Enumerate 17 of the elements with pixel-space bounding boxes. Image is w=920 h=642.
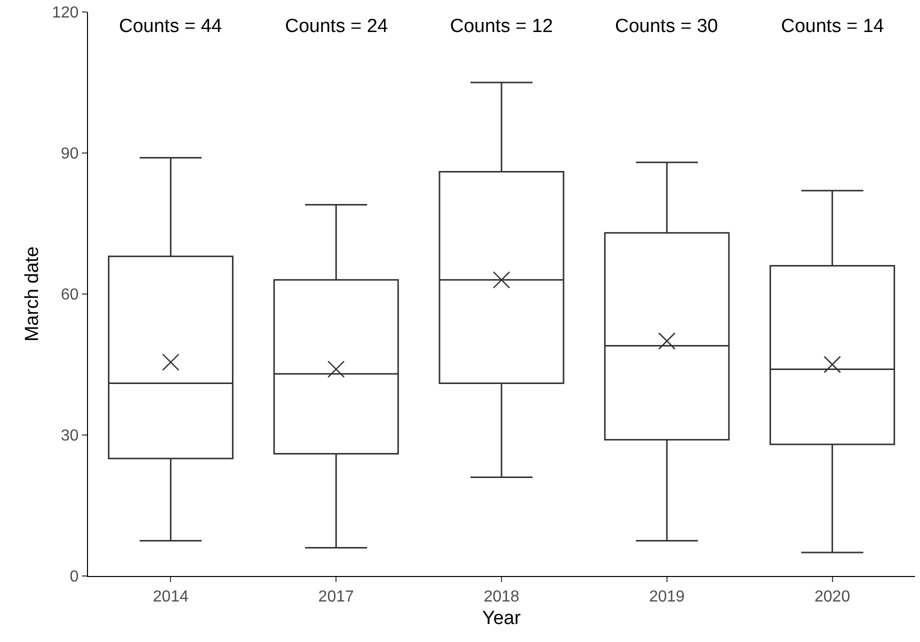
y-tick-label: 120 [52, 4, 79, 22]
y-tick-label: 60 [60, 286, 79, 304]
annotation: Counts = 14 [781, 16, 884, 37]
y-tick-label: 30 [60, 428, 79, 445]
annotation: Counts = 12 [450, 16, 553, 37]
x-axis-title: Year [482, 608, 522, 630]
x-tick-label: 2019 [649, 588, 685, 606]
x-tick-label: 2017 [318, 588, 354, 606]
y-tick-label: 90 [60, 146, 79, 163]
x-tick-label: 2014 [152, 588, 189, 606]
annotation: Counts = 24 [285, 16, 388, 37]
y-tick-label: 0 [70, 568, 79, 586]
x-tick-label: 2018 [484, 588, 520, 606]
annotation: Counts = 30 [615, 16, 718, 37]
annotation: Counts = 44 [119, 16, 222, 37]
x-tick-label: 2020 [814, 588, 850, 606]
y-axis-title: March date [22, 246, 43, 342]
